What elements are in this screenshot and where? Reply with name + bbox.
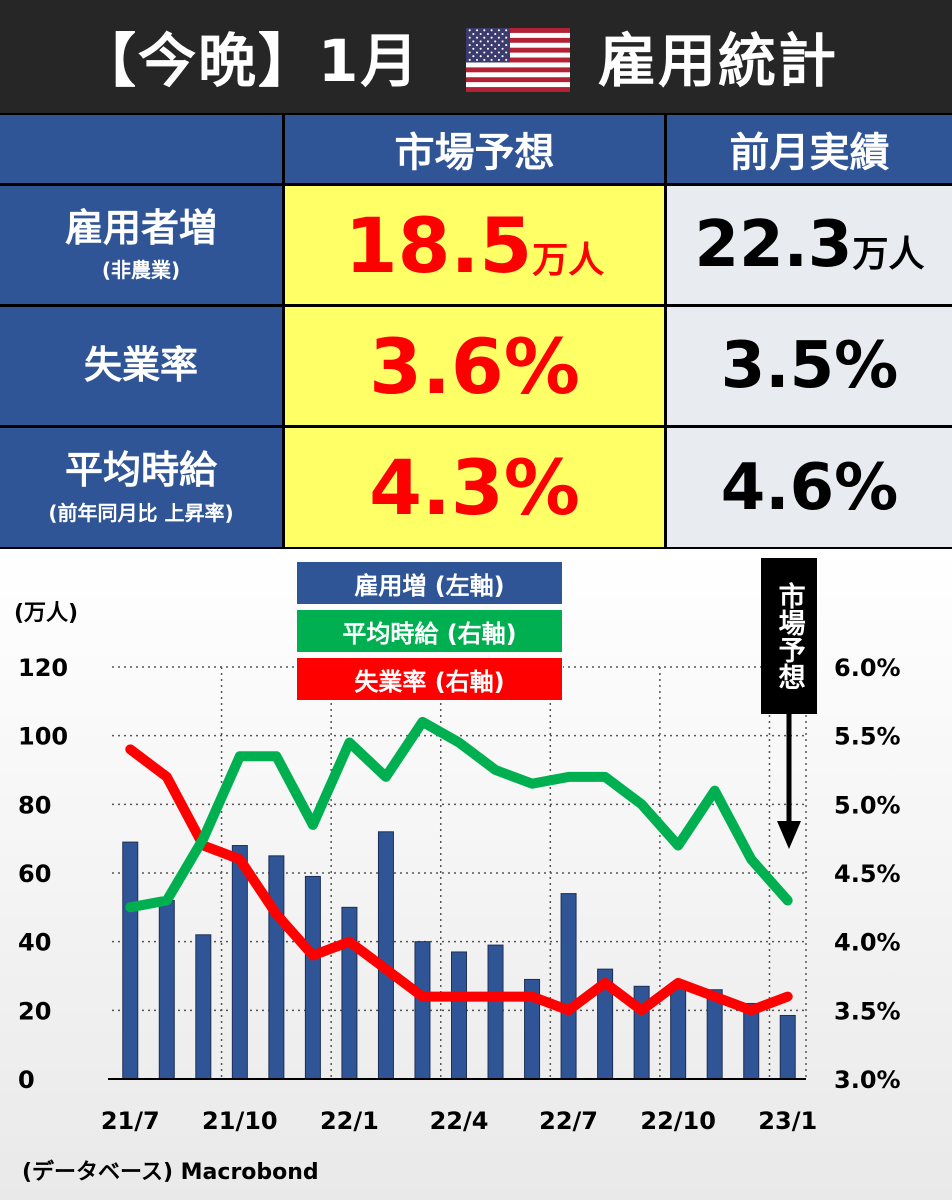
bar-payrolls	[377, 831, 394, 1080]
forecast-arrow-head	[777, 821, 801, 849]
left-tick-label: 100	[18, 723, 68, 751]
left-tick-label: 80	[18, 791, 51, 819]
row-label-payrolls-text: 雇用者増	[64, 205, 217, 250]
col-header-forecast: 市場予想	[285, 115, 664, 183]
title-left: 【今晩】1月	[78, 27, 421, 95]
forecast-unemployment-value: 3.6%	[369, 321, 580, 411]
left-axis-unit: (万人)	[14, 601, 79, 626]
forecast-unemployment: 3.6%	[285, 307, 664, 425]
previous-payrolls: 22.3万人	[667, 186, 952, 304]
left-tick-label: 60	[18, 860, 51, 888]
forecast-label: 市場予想	[761, 558, 817, 714]
left-tick-label: 120	[18, 654, 68, 682]
previous-wages-value: 4.6%	[720, 450, 899, 525]
x-tick-label: 21/7	[101, 1107, 160, 1135]
x-tick-label: 23/1	[758, 1107, 817, 1135]
right-tick-label: 4.5%	[834, 860, 901, 888]
previous-payrolls-unit: 万人	[852, 234, 925, 275]
row-label-payrolls: 雇用者増 (非農業)	[0, 186, 282, 304]
col-header-forecast-label: 市場予想	[394, 130, 555, 176]
row-label-wages-text: 平均時給	[64, 448, 217, 493]
forecast-payrolls-unit: 万人	[532, 239, 605, 281]
right-tick-label: 6.0%	[834, 654, 901, 682]
previous-wages: 4.6%	[667, 428, 952, 547]
line-wages	[125, 716, 793, 913]
bar-payrolls	[304, 875, 321, 1080]
source-note: (データベース) Macrobond	[22, 1160, 319, 1185]
previous-payrolls-value: 22.3	[694, 208, 853, 282]
row-sub-payrolls: (非農業)	[101, 258, 181, 283]
legend-payrolls: 雇用増 (左軸)	[296, 561, 563, 605]
header-bar: 【今晩】1月 雇用統計	[0, 0, 952, 113]
bar-payrolls	[341, 906, 358, 1080]
table-corner	[0, 115, 282, 183]
bar-payrolls	[487, 944, 504, 1080]
legend-unemployment: 失業率 (右軸)	[296, 657, 563, 701]
right-tick-label: 5.0%	[834, 791, 901, 819]
bar-payrolls	[414, 941, 431, 1080]
col-header-previous-label: 前月実績	[729, 130, 890, 176]
left-tick-label: 0	[18, 1066, 35, 1094]
row-sub-wages: (前年同月比 上昇率)	[48, 500, 234, 525]
right-tick-label: 3.0%	[834, 1066, 901, 1094]
chart-area: 120 6.0% 100 5.5% 80 5.0% 60 4.5% 40 4.0% 20 3.5% 0 3…	[0, 549, 952, 1200]
title-right: 雇用統計	[598, 27, 839, 95]
bar-payrolls	[195, 934, 212, 1080]
line-unemployment	[125, 744, 793, 1016]
bar-payrolls	[268, 855, 285, 1080]
forecast-payrolls-value: 18.5	[344, 200, 533, 290]
right-tick-label: 3.5%	[834, 997, 901, 1025]
us-flag-icon	[466, 28, 570, 92]
right-tick-label: 4.0%	[834, 929, 901, 957]
bar-payrolls	[451, 951, 467, 1080]
stats-table: 市場予想 前月実績 雇用者増 (非農業) 18.5万人 22.3万人 失業率 3…	[0, 113, 952, 549]
x-tick-label: 22/1	[320, 1107, 379, 1135]
bar-payrolls	[670, 982, 687, 1080]
right-tick-label: 5.5%	[834, 723, 901, 751]
legend-wages: 平均時給 (右軸)	[296, 609, 563, 653]
row-label-unemployment-text: 失業率	[83, 343, 198, 388]
forecast-wages: 4.3%	[285, 428, 664, 547]
forecast-payrolls: 18.5万人	[285, 186, 664, 304]
x-tick-label: 22/10	[640, 1107, 716, 1135]
bar-payrolls	[231, 845, 248, 1080]
bar-payrolls	[158, 899, 175, 1080]
bar-payrolls	[122, 841, 139, 1080]
bar-payrolls	[560, 893, 577, 1080]
forecast-wages-value: 4.3%	[369, 443, 580, 532]
bar-payrolls	[779, 1014, 796, 1080]
x-tick-label: 21/10	[202, 1107, 278, 1135]
row-label-unemployment: 失業率	[0, 307, 282, 425]
left-tick-label: 40	[18, 929, 51, 957]
x-tick-label: 22/7	[539, 1107, 598, 1135]
previous-unemployment: 3.5%	[667, 307, 952, 425]
x-tick-label: 22/4	[430, 1107, 489, 1135]
row-label-wages: 平均時給 (前年同月比 上昇率)	[0, 428, 282, 547]
combo-chart: 120 6.0% 100 5.5% 80 5.0% 60 4.5% 40 4.0% 20 3.5% 0 3…	[18, 654, 901, 1135]
left-tick-label: 20	[18, 997, 51, 1025]
col-header-previous: 前月実績	[667, 115, 952, 183]
previous-unemployment-value: 3.5%	[720, 329, 899, 403]
